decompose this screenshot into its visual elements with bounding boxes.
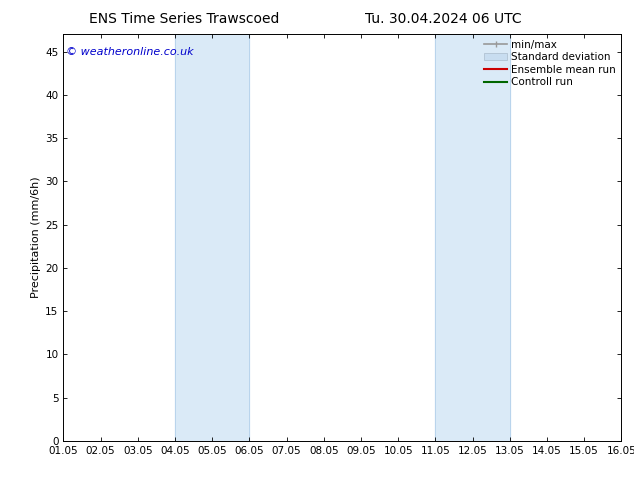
- Text: Tu. 30.04.2024 06 UTC: Tu. 30.04.2024 06 UTC: [365, 12, 522, 26]
- Legend: min/max, Standard deviation, Ensemble mean run, Controll run: min/max, Standard deviation, Ensemble me…: [482, 37, 618, 89]
- Text: ENS Time Series Trawscoed: ENS Time Series Trawscoed: [89, 12, 279, 26]
- Bar: [436, 34, 510, 441]
- Bar: [175, 34, 249, 441]
- Text: © weatheronline.co.uk: © weatheronline.co.uk: [66, 47, 194, 56]
- Y-axis label: Precipitation (mm/6h): Precipitation (mm/6h): [31, 177, 41, 298]
